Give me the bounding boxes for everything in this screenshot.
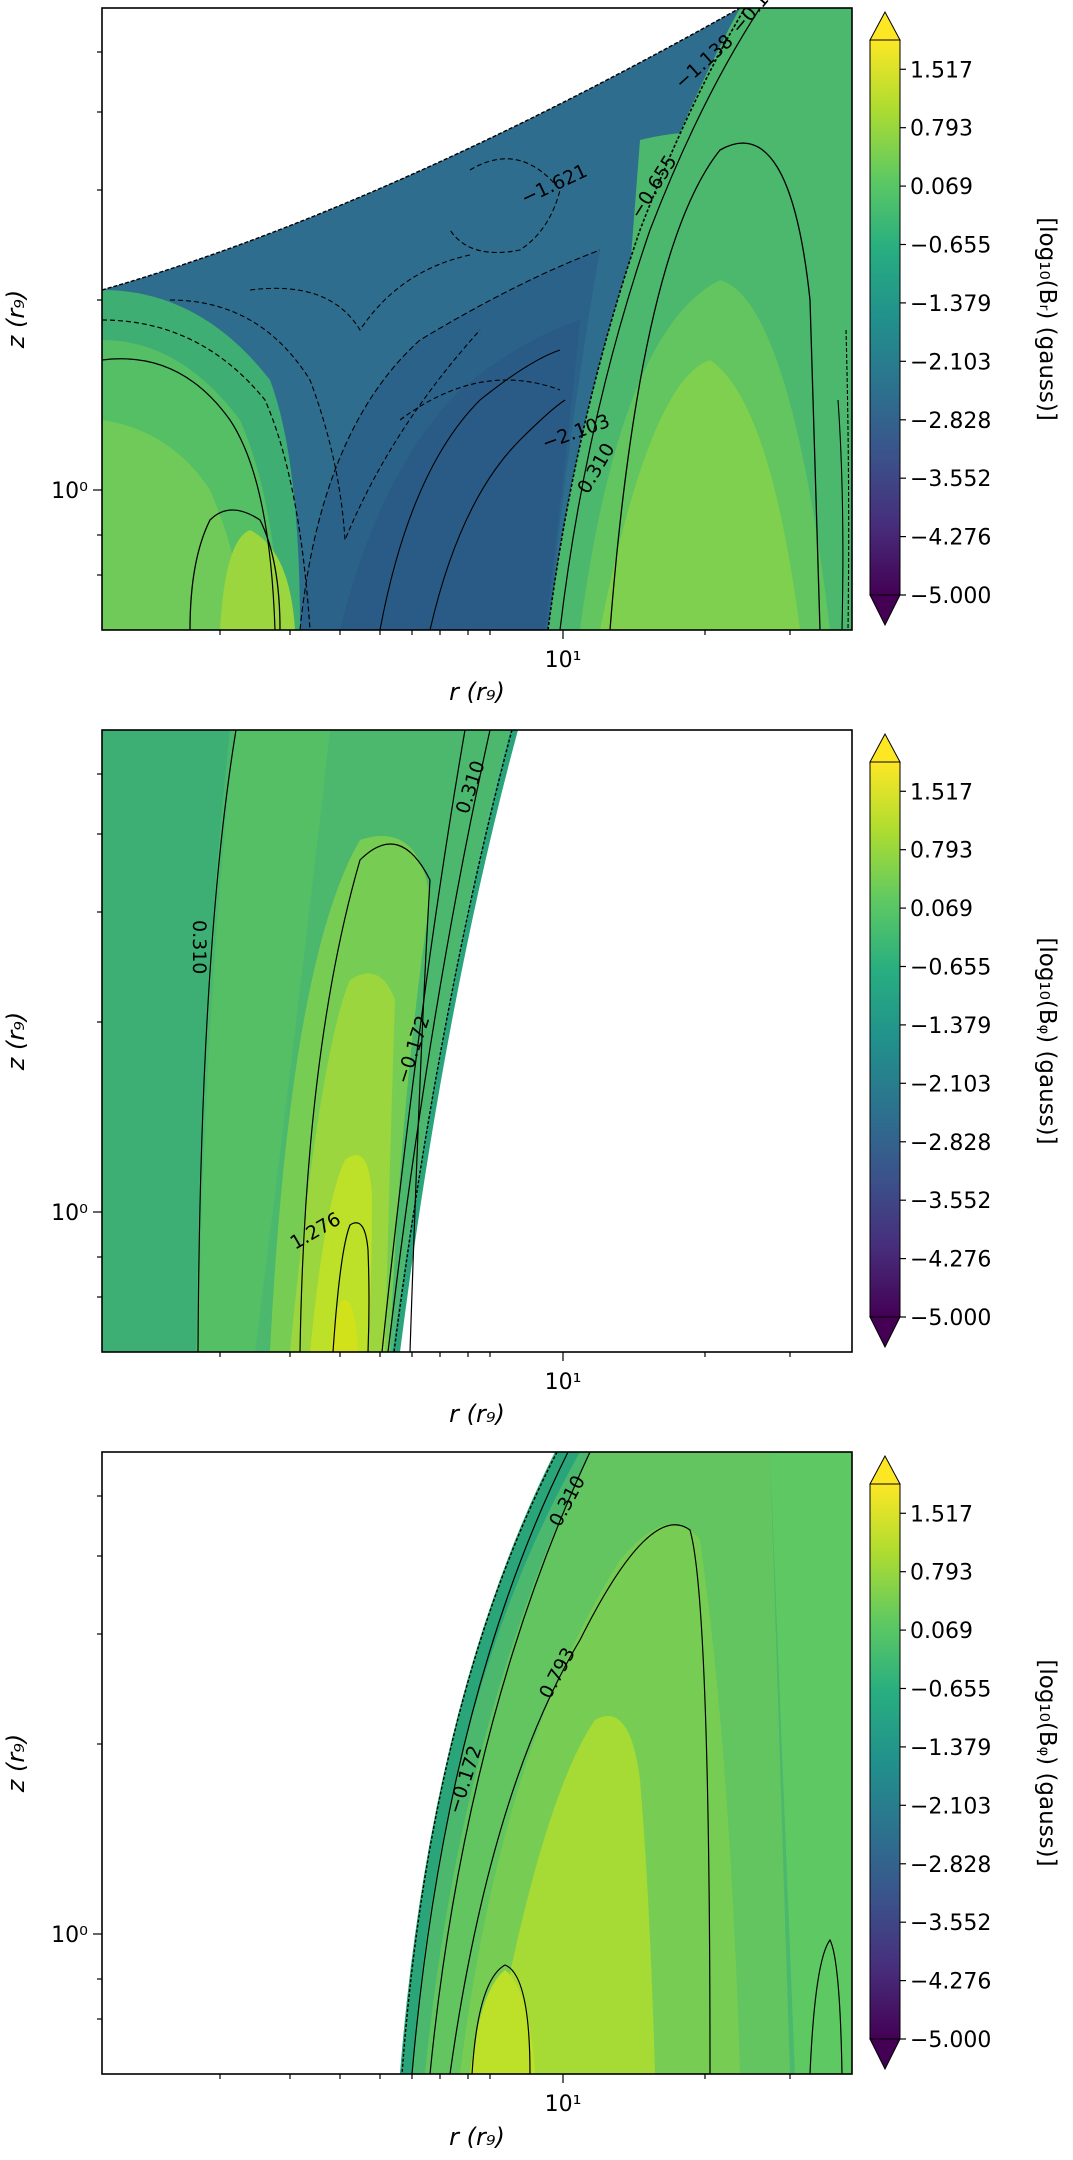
colorbar-tick-label: −3.552 xyxy=(910,1911,991,1936)
colorbar-tick-label: −1.379 xyxy=(910,292,991,317)
colorbar-tick-label: −2.828 xyxy=(910,1131,991,1156)
colorbar-tick-label: 0.069 xyxy=(910,1619,973,1644)
bphi-ticks xyxy=(93,773,791,1361)
bz-ytick-label: 10⁰ xyxy=(51,1923,88,1948)
colorbar-tick-label: −0.655 xyxy=(910,1677,991,1702)
bz-colorbar-label: [log₁₀(Bᵩ) (gauss)] xyxy=(1034,1659,1060,1866)
bz-colorbar: 1.517 0.793 0.069 −0.655 −1.379 −2.103 −2.828 −… xyxy=(869,1454,1060,2071)
colorbar-tick-label: −4.276 xyxy=(910,1248,991,1273)
bz-xtick-label: 10¹ xyxy=(545,2092,582,2117)
colorbar-tick-label: −2.103 xyxy=(910,350,991,375)
br-xlabel: r (r₉) xyxy=(449,678,505,706)
colorbar-tick-label: −3.552 xyxy=(910,1189,991,1214)
bphi-xlabel: r (r₉) xyxy=(449,1400,505,1428)
bphi-ytick-label: 10⁰ xyxy=(51,1201,88,1226)
bz-heatmap-field xyxy=(102,1452,852,2074)
colorbar-tick-label: −2.828 xyxy=(910,1853,991,1878)
bphi-colorbar-label: [log₁₀(Bᵩ) (gauss)] xyxy=(1034,937,1060,1144)
colorbar-tick-label: 1.517 xyxy=(910,780,973,805)
bphi-colorbar: 1.517 0.793 0.069 −0.655 −1.379 −2.103 −2.828 −… xyxy=(869,732,1060,1349)
colorbar-tick-label: −5.000 xyxy=(910,1306,991,1331)
br-ytick-label: 10⁰ xyxy=(51,479,88,504)
colorbar-tick-label: −5.000 xyxy=(910,584,991,609)
bz-axes-frame xyxy=(101,1451,853,2075)
bz-xlabel: r (r₉) xyxy=(449,2123,505,2151)
colorbar-tick-label: −4.276 xyxy=(910,526,991,551)
panel-bphi: 0.310 0.310 −0.172 1.276 10¹ 10⁰ r (r₉) … xyxy=(2,729,1060,1428)
br-heatmap-field xyxy=(102,8,852,630)
br-colorbar-label: [log₁₀(Bᵣ) (gauss)] xyxy=(1034,217,1060,421)
br-xtick-label: 10¹ xyxy=(545,648,582,673)
colorbar-tick-label: −0.655 xyxy=(910,233,991,258)
colorbar-tick-label: −2.103 xyxy=(910,1072,991,1097)
colorbar-tick-label: −4.276 xyxy=(910,1970,991,1995)
bphi-axes-frame xyxy=(101,729,853,1353)
colorbar-tick-label: −2.103 xyxy=(910,1794,991,1819)
panel-bz: 0.310 0.793 −0.172 10¹ 10⁰ r (r₉) z (r₉)… xyxy=(2,1451,1060,2151)
bphi-heatmap-field xyxy=(102,730,852,1352)
br-colorbar: 1.517 0.793 0.069 −0.655 −1.379 −2.103 −2.828 −… xyxy=(869,10,1060,627)
colorbar-tick-label: −1.379 xyxy=(910,1014,991,1039)
colorbar-tick-label: 0.793 xyxy=(910,839,973,864)
br-ticks xyxy=(93,51,791,639)
colorbar-tick-label: 1.517 xyxy=(910,1502,973,1527)
colorbar-tick-label: −0.655 xyxy=(910,955,991,980)
colorbar-tick-label: −5.000 xyxy=(910,2028,991,2053)
colorbar-tick-label: 0.069 xyxy=(910,175,973,200)
colorbar-tick-label: 1.517 xyxy=(910,58,973,83)
br-axes-frame xyxy=(101,7,853,631)
panel-br: −1.621 −1.138 −0.655 −2.103 0.310 −0.1 1… xyxy=(2,0,1060,706)
bz-ticks xyxy=(93,1495,791,2083)
colorbar-tick-label: −3.552 xyxy=(910,467,991,492)
bphi-xtick-label: 10¹ xyxy=(545,1370,582,1395)
colorbar-tick-label: 0.793 xyxy=(910,117,973,142)
br-ylabel: z (r₉) xyxy=(2,290,30,349)
bphi-contour-label: 0.310 xyxy=(188,920,210,974)
colorbar-tick-label: 0.793 xyxy=(910,1561,973,1586)
colorbar-tick-label: −2.828 xyxy=(910,409,991,434)
colorbar-tick-label: −1.379 xyxy=(910,1736,991,1761)
bphi-ylabel: z (r₉) xyxy=(2,1012,30,1071)
colorbar-tick-label: 0.069 xyxy=(910,897,973,922)
bz-ylabel: z (r₉) xyxy=(2,1734,30,1793)
